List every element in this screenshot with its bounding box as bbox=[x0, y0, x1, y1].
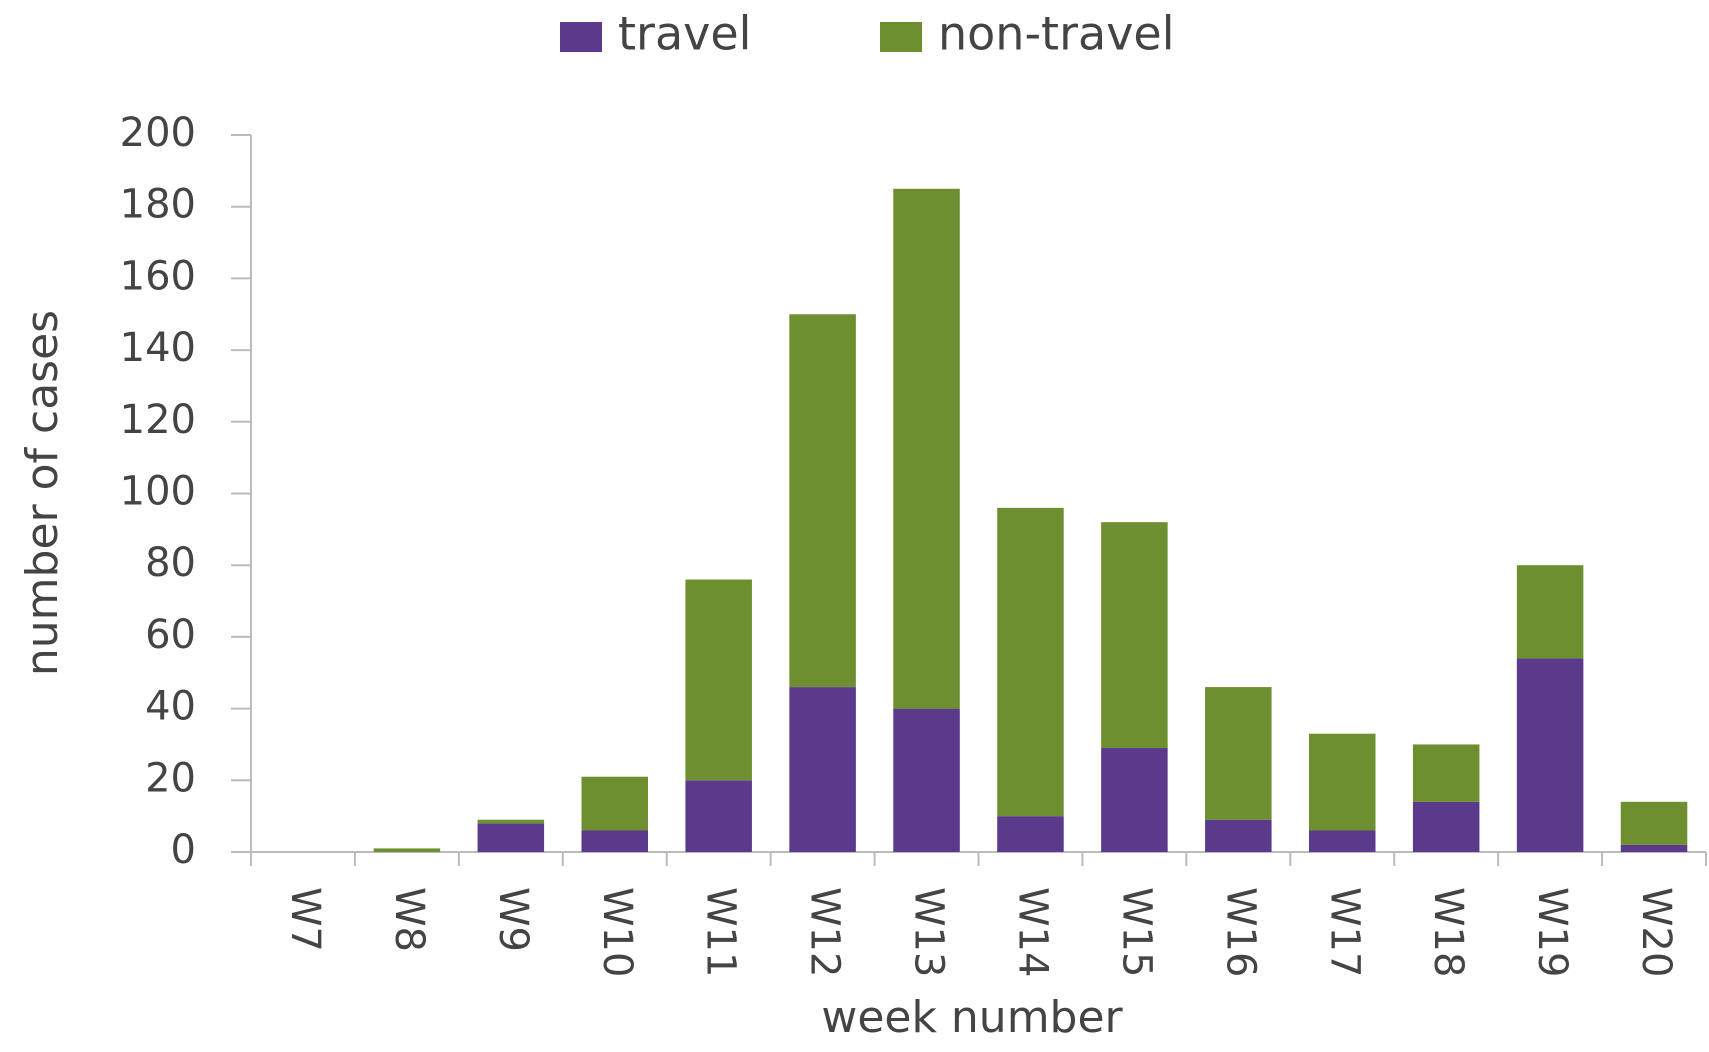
bar-segment bbox=[1412, 744, 1480, 802]
bar-segment bbox=[893, 708, 960, 852]
y-tick-label: 160 bbox=[120, 253, 196, 299]
y-tick-label: 40 bbox=[145, 684, 196, 730]
bar-segment bbox=[893, 188, 960, 709]
y-tick-label: 80 bbox=[145, 540, 196, 586]
bar-segment bbox=[1620, 801, 1688, 845]
y-tick-label: 60 bbox=[145, 612, 196, 658]
y-tick-label: 20 bbox=[145, 755, 196, 801]
x-tick-label: W17 bbox=[1321, 887, 1367, 977]
x-tick-label: W20 bbox=[1633, 887, 1679, 977]
y-tick-label: 200 bbox=[120, 110, 196, 156]
x-tick-label: W7 bbox=[282, 887, 328, 952]
x-tick-label: W11 bbox=[698, 887, 744, 977]
bar-segment bbox=[477, 819, 545, 824]
legend-swatch bbox=[880, 22, 922, 52]
bar-segment bbox=[581, 776, 649, 831]
bar-segment bbox=[1101, 522, 1168, 749]
y-tick-label: 180 bbox=[120, 182, 196, 228]
bar-segment bbox=[1516, 565, 1584, 659]
x-tick-label: W19 bbox=[1529, 887, 1575, 977]
bar-segment bbox=[685, 780, 752, 852]
legend-label: travel bbox=[618, 7, 751, 61]
y-tick-label: 100 bbox=[120, 469, 196, 515]
x-tick-label: W18 bbox=[1425, 887, 1471, 977]
bar-segment bbox=[581, 830, 649, 852]
bar-segment bbox=[1308, 733, 1376, 831]
x-tick-label: W9 bbox=[490, 887, 536, 952]
x-axis-title: week number bbox=[821, 992, 1123, 1043]
bar-segment bbox=[373, 848, 441, 852]
legend-swatch bbox=[560, 22, 602, 52]
legend-label: non-travel bbox=[938, 7, 1175, 61]
bar-segment bbox=[1205, 819, 1272, 852]
x-tick-label: W15 bbox=[1113, 887, 1159, 977]
x-tick-label: W16 bbox=[1217, 887, 1263, 977]
y-tick-label: 120 bbox=[120, 397, 196, 443]
bar-segment bbox=[997, 507, 1064, 817]
bar-segment bbox=[997, 816, 1064, 852]
bar-segment bbox=[789, 314, 856, 688]
y-tick-label: 140 bbox=[120, 325, 196, 371]
x-tick-label: W12 bbox=[802, 887, 848, 977]
x-tick-label: W13 bbox=[906, 887, 952, 977]
bar-segment bbox=[1516, 658, 1584, 852]
y-axis-title: number of cases bbox=[17, 310, 68, 676]
bar-segment bbox=[1308, 830, 1376, 852]
x-tick-label: W8 bbox=[386, 887, 432, 952]
bar-segment bbox=[685, 579, 752, 781]
x-tick-label: W14 bbox=[1009, 887, 1055, 977]
bar-segment bbox=[477, 823, 545, 852]
y-tick-label: 0 bbox=[171, 827, 196, 873]
bar-segment bbox=[1412, 801, 1480, 852]
bar-segment bbox=[1101, 748, 1168, 852]
bar-segment bbox=[789, 687, 856, 852]
bar-segment bbox=[1620, 844, 1688, 852]
bar-segment bbox=[1205, 687, 1272, 820]
x-tick-label: W10 bbox=[594, 887, 640, 977]
